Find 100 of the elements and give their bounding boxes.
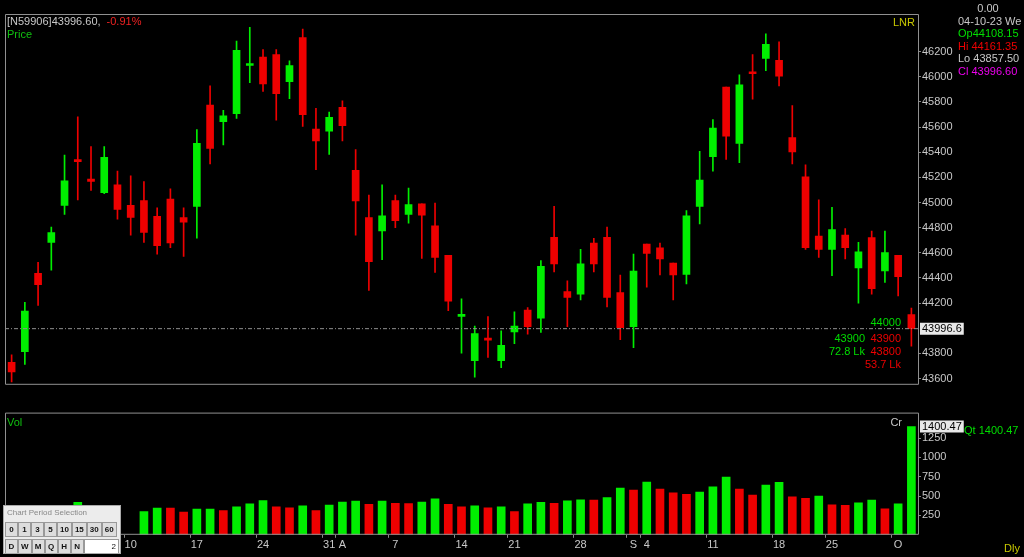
- x-tick-label: O: [893, 538, 903, 551]
- x-tick-label: 11: [707, 538, 719, 551]
- bar: [258, 500, 268, 535]
- candlestick: [219, 110, 228, 146]
- bar: [761, 484, 771, 535]
- text: Qt 1400.47: [964, 424, 1019, 437]
- text: W: [21, 542, 29, 551]
- annotation: 72.8 Lk: [828, 344, 866, 357]
- x-tick-label: S: [629, 538, 638, 551]
- text: 04-10-23 We: [958, 14, 1022, 27]
- bar: [443, 504, 453, 535]
- x-tick-label: 28: [574, 538, 587, 551]
- text: Hi 44161.35: [958, 39, 1018, 52]
- candlestick: [126, 175, 135, 236]
- bar: [774, 482, 784, 535]
- annotation: Cr: [890, 415, 903, 428]
- y-tick-label: 45000: [922, 195, 953, 208]
- bar: [642, 481, 652, 535]
- annotation: 10: [57, 522, 72, 537]
- bar: [589, 499, 599, 535]
- y-tick-label: 43800: [922, 346, 953, 359]
- annotation: 43900: [870, 331, 901, 344]
- bar: [311, 510, 321, 535]
- bar: [668, 492, 678, 535]
- bar: [510, 511, 519, 535]
- candlestick: [642, 243, 651, 288]
- bar: [338, 501, 347, 535]
- x-tick-label: 10: [124, 538, 137, 551]
- text: Lo 43857.50: [958, 52, 1020, 65]
- x-tick-label: 18: [772, 538, 786, 551]
- bar: [840, 505, 850, 535]
- candlestick: [245, 26, 254, 83]
- bar: [523, 503, 532, 535]
- text: 0.00: [977, 2, 999, 14]
- bar: [549, 502, 559, 535]
- candlestick: [73, 116, 82, 201]
- y-axis-title: Price: [7, 28, 33, 40]
- bar: [139, 511, 149, 535]
- y-tick-label: 1250: [922, 431, 947, 444]
- y-tick-label: 45400: [922, 145, 953, 158]
- bar: [708, 486, 718, 535]
- text: 2: [111, 542, 116, 551]
- text: D: [8, 542, 15, 551]
- annotation: 0: [5, 522, 18, 537]
- bar: [629, 489, 638, 535]
- x-tick-label: 14: [455, 538, 468, 551]
- bar: [324, 504, 334, 535]
- annotation: 53.7 Lk: [864, 357, 902, 370]
- text: Op44108.15: [958, 27, 1019, 40]
- bar: [854, 502, 863, 535]
- bar: [483, 507, 493, 535]
- bar: [787, 496, 797, 535]
- candlestick: [484, 316, 492, 358]
- candlestick: [312, 107, 320, 170]
- bar: [391, 502, 400, 535]
- text: Q: [47, 542, 55, 551]
- bar: [655, 488, 665, 535]
- text: Cl 43996.60: [958, 65, 1018, 77]
- bar: [166, 507, 175, 535]
- y-tick-label: 46000: [922, 69, 953, 82]
- bar: [827, 504, 837, 535]
- x-tick-label: 31: [323, 538, 336, 551]
- x-tick-label: 4: [643, 538, 650, 551]
- bar: [417, 501, 427, 535]
- bar: [563, 500, 572, 535]
- annotation: 43900: [834, 331, 865, 344]
- bar: [576, 499, 585, 535]
- y-tick-label: 45200: [922, 170, 953, 183]
- candlestick: [87, 146, 95, 191]
- bar: [496, 506, 506, 535]
- annotation: 3: [31, 522, 44, 537]
- y-tick-label: 750: [922, 469, 941, 482]
- bar: [682, 493, 691, 535]
- text: H: [61, 542, 67, 551]
- annotation: 44000: [870, 315, 901, 328]
- y-tick-label: 46200: [922, 44, 953, 57]
- y-tick-label: 45800: [922, 95, 953, 108]
- bar: [351, 500, 360, 535]
- bar: [285, 507, 294, 535]
- bar: [695, 491, 704, 535]
- bar: [271, 506, 281, 535]
- y-tick-label: 1000: [922, 450, 947, 463]
- bar: [404, 503, 413, 535]
- bar: [179, 511, 188, 535]
- annotation: Chart Period Selection: [6, 507, 89, 519]
- bar: [721, 476, 731, 535]
- annotation: 30: [86, 522, 102, 537]
- text: M: [34, 542, 42, 551]
- bar: [880, 508, 890, 535]
- y-tick-label: 43600: [922, 371, 953, 384]
- x-tick-label: 21: [508, 538, 521, 551]
- bar: [615, 487, 625, 535]
- chart-title: [N59906]43996.60,: [7, 15, 101, 27]
- annotation: LNR: [892, 16, 916, 28]
- y-tick-label: 250: [922, 508, 941, 521]
- x-tick-label: 7: [392, 538, 399, 551]
- annotation: 15: [71, 522, 87, 537]
- y-axis-title: Vol: [7, 415, 23, 428]
- candlestick: [378, 184, 386, 261]
- annotation: 43800: [870, 344, 901, 357]
